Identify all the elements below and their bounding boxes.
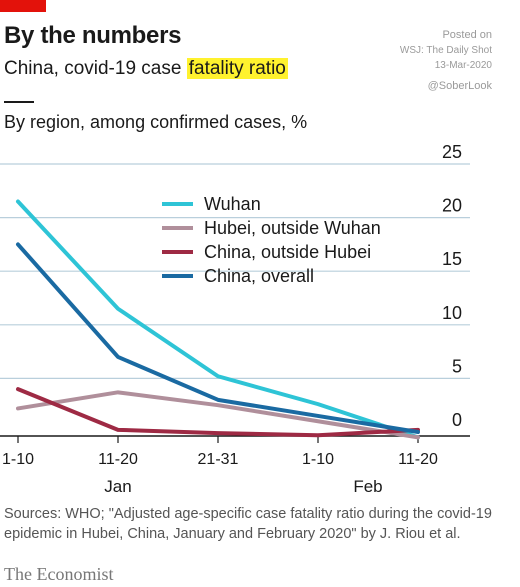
- y-tick-label: 25: [442, 142, 462, 162]
- chart-label: By region, among confirmed cases, %: [4, 112, 308, 132]
- brand-tag: [0, 0, 46, 12]
- subtitle-prefix: China, covid-19 case: [4, 58, 187, 79]
- divider: [4, 101, 34, 103]
- line-chart: 0 5 10 15 20 25 1-10 11-20 21-31 1-10 11-20 Jan Feb W…: [0, 142, 470, 496]
- legend-label: Hubei, outside Wuhan: [204, 218, 381, 238]
- month-label: Jan: [104, 477, 131, 496]
- sources-note: Sources: WHO; "Adjusted age-specific cas…: [4, 506, 492, 542]
- watermark: Posted on WSJ: The Daily Shot 13-Mar-202…: [400, 28, 492, 94]
- chart-subtitle: China, covid-19 case fatality ratio: [4, 58, 288, 80]
- x-tick-label: 11-20: [398, 451, 438, 468]
- month-label: Feb: [353, 477, 382, 496]
- y-tick-label: 10: [442, 303, 462, 323]
- series-line: [16, 199, 420, 440]
- y-tick-label: 0: [452, 410, 462, 430]
- watermark-line2: WSJ: The Daily Shot: [399, 45, 492, 56]
- watermark-line1: Posted on: [442, 29, 492, 41]
- series-line: [16, 242, 420, 434]
- series-line: [16, 390, 420, 440]
- y-tick-label: 15: [442, 249, 462, 269]
- x-tick-label: 11-20: [98, 451, 138, 468]
- watermark-line3: 13-Mar-2020: [434, 60, 492, 71]
- legend-label: China, overall: [204, 266, 314, 286]
- chart-title: By the numbers: [4, 22, 182, 49]
- series-line: [16, 387, 420, 438]
- x-tick-label: 21-31: [198, 451, 239, 468]
- x-tick-label: 1-10: [302, 451, 334, 468]
- legend-label: China, outside Hubei: [204, 242, 371, 262]
- y-tick-label: 5: [452, 356, 462, 376]
- subtitle-highlight: fatality ratio: [186, 58, 288, 79]
- watermark-handle: @SoberLook: [427, 80, 492, 92]
- legend-label: Wuhan: [204, 194, 261, 214]
- x-tick-label: 1-10: [2, 451, 34, 468]
- economist-logo: The Economist: [4, 564, 114, 584]
- y-tick-label: 20: [442, 196, 462, 216]
